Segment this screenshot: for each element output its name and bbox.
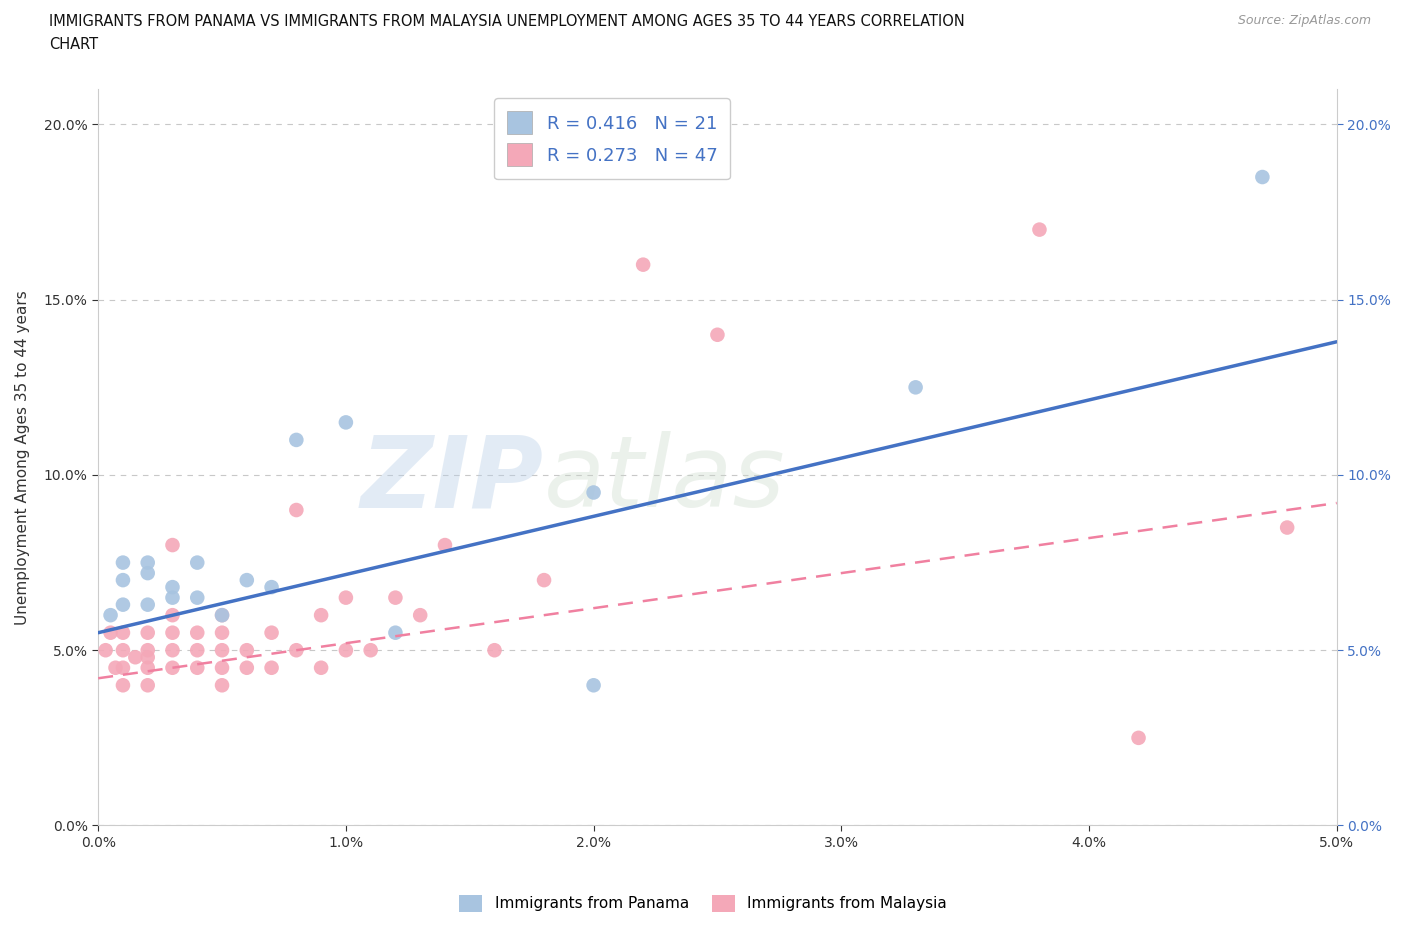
Point [124, 650, 146, 665]
Point [186, 643, 208, 658]
Point [335, 643, 357, 658]
Point [1275, 520, 1298, 535]
Point [100, 625, 122, 640]
Point [104, 660, 127, 675]
Point [211, 607, 233, 622]
Point [285, 502, 308, 517]
Point [186, 660, 208, 675]
Text: CHART: CHART [49, 37, 98, 52]
Point [533, 573, 555, 588]
Point [211, 625, 233, 640]
Legend: R = 0.416   N = 21, R = 0.273   N = 47: R = 0.416 N = 21, R = 0.273 N = 47 [495, 99, 730, 179]
Point [211, 643, 233, 658]
Point [111, 625, 134, 640]
Text: atlas: atlas [544, 431, 786, 528]
Point [260, 660, 283, 675]
Point [260, 625, 283, 640]
Y-axis label: Unemployment Among Ages 35 to 44 years: Unemployment Among Ages 35 to 44 years [15, 290, 30, 625]
Point [186, 591, 208, 605]
Point [136, 678, 159, 693]
Point [162, 579, 184, 594]
Point [111, 643, 134, 658]
Point [211, 660, 233, 675]
Point [433, 538, 456, 552]
Point [706, 327, 728, 342]
Point [136, 650, 159, 665]
Point [162, 625, 184, 640]
Point [136, 565, 159, 580]
Point [1251, 169, 1274, 184]
Point [360, 643, 382, 658]
Point [162, 660, 184, 675]
Point [136, 625, 159, 640]
Point [309, 660, 332, 675]
Text: ZIP: ZIP [361, 431, 544, 528]
Point [136, 555, 159, 570]
Point [162, 607, 184, 622]
Point [162, 538, 184, 552]
Point [111, 555, 134, 570]
Point [1128, 730, 1150, 745]
Point [582, 485, 605, 500]
Point [211, 678, 233, 693]
Text: Source: ZipAtlas.com: Source: ZipAtlas.com [1237, 14, 1371, 27]
Point [136, 643, 159, 658]
Point [335, 415, 357, 430]
Text: IMMIGRANTS FROM PANAMA VS IMMIGRANTS FROM MALAYSIA UNEMPLOYMENT AMONG AGES 35 TO: IMMIGRANTS FROM PANAMA VS IMMIGRANTS FRO… [49, 14, 965, 29]
Point [94, 643, 117, 658]
Point [136, 660, 159, 675]
Point [162, 643, 184, 658]
Point [186, 555, 208, 570]
Point [384, 591, 406, 605]
Point [409, 607, 432, 622]
Point [111, 597, 134, 612]
Point [582, 678, 605, 693]
Point [285, 432, 308, 447]
Point [211, 607, 233, 622]
Point [111, 678, 134, 693]
Point [335, 591, 357, 605]
Point [285, 643, 308, 658]
Point [1028, 222, 1050, 237]
Point [260, 579, 283, 594]
Point [186, 625, 208, 640]
Point [904, 379, 927, 394]
Legend: Immigrants from Panama, Immigrants from Malaysia: Immigrants from Panama, Immigrants from … [453, 889, 953, 918]
Point [631, 258, 654, 272]
Point [136, 597, 159, 612]
Point [100, 607, 122, 622]
Point [111, 660, 134, 675]
Point [484, 643, 506, 658]
Point [236, 643, 259, 658]
Point [111, 573, 134, 588]
Point [236, 660, 259, 675]
Point [236, 573, 259, 588]
Point [309, 607, 332, 622]
Point [384, 625, 406, 640]
Point [162, 591, 184, 605]
